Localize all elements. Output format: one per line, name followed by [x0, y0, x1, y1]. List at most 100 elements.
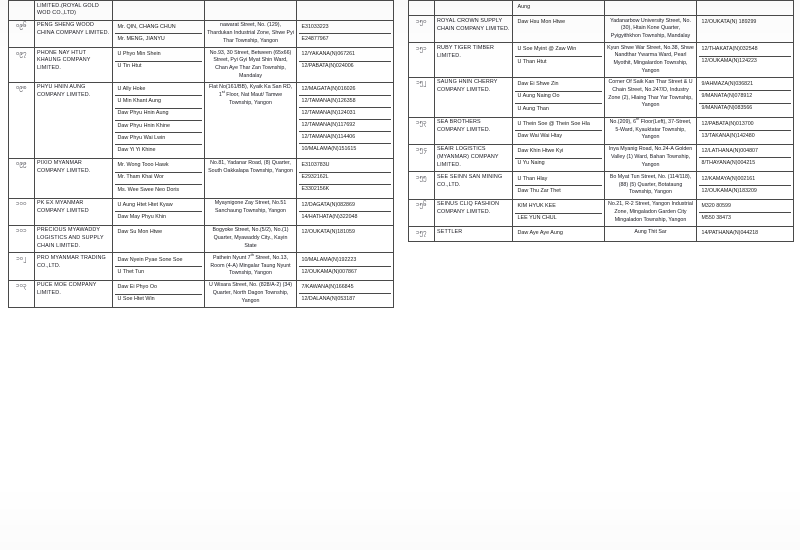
nrc-entry: [299, 3, 391, 10]
company-address: No.81, Yadanar Road, (8) Quarter, South …: [204, 157, 297, 199]
company-name: SEE SEINN SAN MINING CO.,LTD.: [434, 171, 513, 200]
directors-entry: U Phyo Min Shein: [115, 50, 202, 62]
director-names: U Than Hlay Daw Thu Zar Thet: [512, 171, 605, 200]
company-address: Yadanarbow University Street, No.(30), H…: [604, 15, 697, 44]
row-number: ၀၉၇: [8, 47, 35, 83]
directors-entry: LEE YUN CHUL: [517, 215, 557, 222]
nrcs-entry: E3302156K: [301, 186, 330, 193]
row-number: ၁၅၆: [408, 198, 435, 228]
company-name: SAUNG HNIN CHERRY COMPANY LIMITED.: [434, 76, 513, 118]
directors-entry: U Ally Hoke: [115, 84, 202, 97]
left-table-column: LIMITED.(Royal Gold Wod Co.,Ltd) ၀၉၆ PENG …: [8, 0, 394, 309]
table-row: ၁၅၆ SEINUS CLIQ FASHION COMPANY LIMITED. K…: [408, 198, 794, 228]
director-names: Mr. QIN, CHANG CHUN Mr. MENG, JIANYU: [112, 19, 205, 49]
nrcs-entry: 14/PATHANA(N)044218: [701, 230, 759, 237]
nrc-numbers: [296, 0, 394, 21]
nrcs-entry: 12/MAGATA(N)016026: [299, 84, 391, 97]
nrcs-entry: 14/HATHATA(N)322048: [301, 213, 358, 220]
company-name: SEA BROTHERS COMPANY LIMITED.: [434, 116, 513, 145]
nrc-numbers: 12/DAGATA(N)082869 14/HATHATA(N)322048: [296, 197, 394, 226]
nrcs-entry: 10/MALAMA(N)192223: [299, 255, 391, 268]
company-address: Bogyoke Street, No.(5/2), No.(1) Quarter…: [204, 224, 297, 254]
director-names: Daw Aye Aye Aung: [512, 226, 605, 243]
nrc-numbers: 12/LATHANA(N)004807 8/THAYANA(N)004215: [696, 143, 794, 173]
company-name: SEAIR LOGISTICS (MYANMAR) COMPANY LIMITE…: [434, 143, 513, 173]
nrc-numbers: [696, 0, 794, 17]
nrcs-entry: 12/OUKAMA(N)124223: [701, 58, 757, 65]
company-name: [434, 0, 513, 17]
company-name: PIXIO MYANMAR COMPANY LIMITED.: [34, 157, 113, 199]
row-number: ၁၀၀: [8, 197, 35, 226]
directors-entry: U Thein Soe @ Thein Soe Hla: [515, 119, 602, 132]
company-name: RUBY TIGER TIMBER LIMITED.: [434, 42, 513, 78]
nrc-numbers: 12/MAGATA(N)016026 12/TAMANA(N)126358 12/T…: [296, 81, 394, 159]
column-gutter: [399, 0, 400, 550]
company-address: No.21, R-2 Street, Yangon Industrial Zon…: [604, 198, 697, 228]
company-address: Flat No(161/BB), Kyaik Ka San RD, 1st Fl…: [204, 81, 297, 159]
row-number: ၁၅၂: [408, 76, 435, 118]
directors-entry: Daw Khin Htwe Kyi: [515, 146, 602, 159]
directors-entry: Daw Aye Aye Aung: [517, 230, 563, 237]
nrcs-entry: 8/THAYANA(N)004215: [701, 160, 756, 167]
nrcs-entry: 9/AHMAZA(N)036821: [699, 79, 791, 92]
row-number: ၀၉၈: [8, 81, 35, 159]
director-names: Daw Khin Htwe Kyi U Yu Naing: [512, 143, 605, 173]
director-names: KIM HYUK KEE LEE YUN CHUL: [512, 198, 605, 228]
directors-entry: U Aung Naing Oo: [515, 92, 602, 104]
directors-entry: Daw Phyu Hnin Aung: [115, 109, 202, 121]
nrcs-entry: 12/TAMANA(N)114406: [299, 132, 391, 145]
nrc-numbers: 14/PATHANA(N)044218: [696, 226, 794, 243]
nrcs-entry: 12/TAMANA(N)117692: [299, 120, 391, 133]
company-address: [204, 0, 297, 21]
directors-entry: U Yu Naing: [517, 160, 545, 167]
directors-entry: Daw Yi Yi Khine: [117, 146, 156, 153]
table-row: ၀၉၆ PENG SHENG WOOD CHINA COMPANY LIMITED…: [8, 19, 394, 49]
nrcs-entry: 12/OUKAMA(N)007867: [301, 268, 357, 275]
company-address: Bo Myat Tun Street, No. (114/118), (88) …: [604, 171, 697, 200]
directors-entry: Daw Ei Shwe Zin: [515, 79, 602, 92]
nrcs-entry: 12/OUKATA(N)181059: [301, 229, 355, 236]
company-name: ROYAL CROWN SUPPLY CHAIN COMPANY LIMITED…: [434, 15, 513, 44]
row-number: ၁၅၃: [408, 116, 435, 145]
directors-entry: Daw Su Mon Htwe: [117, 229, 163, 236]
director-names: Daw Ei Phyo Oo U Soe Htet Win: [112, 279, 205, 309]
nrcs-entry: 12/OUKATA(N) 189299: [701, 19, 757, 26]
director-entry: [115, 3, 202, 10]
nrcs-entry: 10/MALAMA(N)151615: [301, 146, 357, 153]
nrc-numbers: 12/YAKANA(N)067261 12/PABATA(N)024006: [296, 47, 394, 83]
company-name: PK EX MYANMAR COMPANY LIMITED: [34, 197, 113, 226]
nrc-entry: [699, 3, 791, 10]
directors-entry: U Thet Tun: [117, 268, 145, 275]
nrcs-entry: 13/TAKANA(N)142480: [701, 132, 755, 139]
row-number: ၁၅၁: [408, 42, 435, 78]
nrcs-entry: M550 38473: [701, 215, 731, 222]
row-number: ၁၀၂: [8, 252, 35, 281]
table-row: ၁၀၃ PUCE MOE COMPANY LIMITED. Daw Ei Phyo …: [8, 279, 394, 309]
company-address: U Wisara Street, No. (828/A-2) (34) Quar…: [204, 279, 297, 309]
row-number: ၁၅၄: [408, 143, 435, 173]
right-table-column: Aung ၁၅၀ ROYAL CROWN SUPPLY CHAIN COMPANY …: [400, 0, 800, 550]
director-names: Mr. Wong Tooo Hawk Mr. Tham Khai Wor Ms. W…: [112, 157, 205, 199]
directors-entry: Daw Ei Phyo Oo: [115, 282, 202, 295]
company-name: SETTLER: [434, 226, 513, 243]
company-name: PHONE NAY HTUT KHAUNG COMPANY LIMITED.: [34, 47, 113, 83]
director-names: U Soe Myint @ Zaw Win U Than Htut: [512, 42, 605, 78]
company-name: SEINUS CLIQ FASHION COMPANY LIMITED.: [434, 198, 513, 228]
row-number: [408, 0, 435, 17]
directors-entry: Mr. Wong Tooo Hawk: [115, 160, 202, 173]
nrc-numbers: E3103783U E2932162L E3302156K: [296, 157, 394, 199]
nrcs-entry: 12/PABATA(N)013700: [699, 119, 791, 132]
directors-entry: Daw Thu Zar Thet: [517, 187, 561, 194]
table-row-partial: Aung: [408, 0, 794, 17]
nrcs-entry: 12/LATHANA(N)004807: [699, 146, 791, 159]
row-number: ၁၅၇: [408, 226, 435, 243]
registry-table-left: LIMITED.(Royal Gold Wod Co.,Ltd) ၀၉၆ PENG …: [8, 0, 394, 309]
directors-entry: Mr. QIN, CHANG CHUN: [115, 22, 202, 35]
nrcs-entry: 12/TAMANA(N)126358: [299, 96, 391, 109]
director-names: [112, 0, 205, 21]
registry-table-right: Aung ၁၅၀ ROYAL CROWN SUPPLY CHAIN COMPANY …: [408, 0, 794, 243]
directors-entry: KIM HYUK KEE: [515, 201, 602, 214]
table-row-partial: LIMITED.(Royal Gold Wod Co.,Ltd): [8, 0, 394, 21]
table-row: ၁၀၁ PRECIOUS MYAWADDY LOGISTICS AND SUPPL…: [8, 224, 394, 254]
